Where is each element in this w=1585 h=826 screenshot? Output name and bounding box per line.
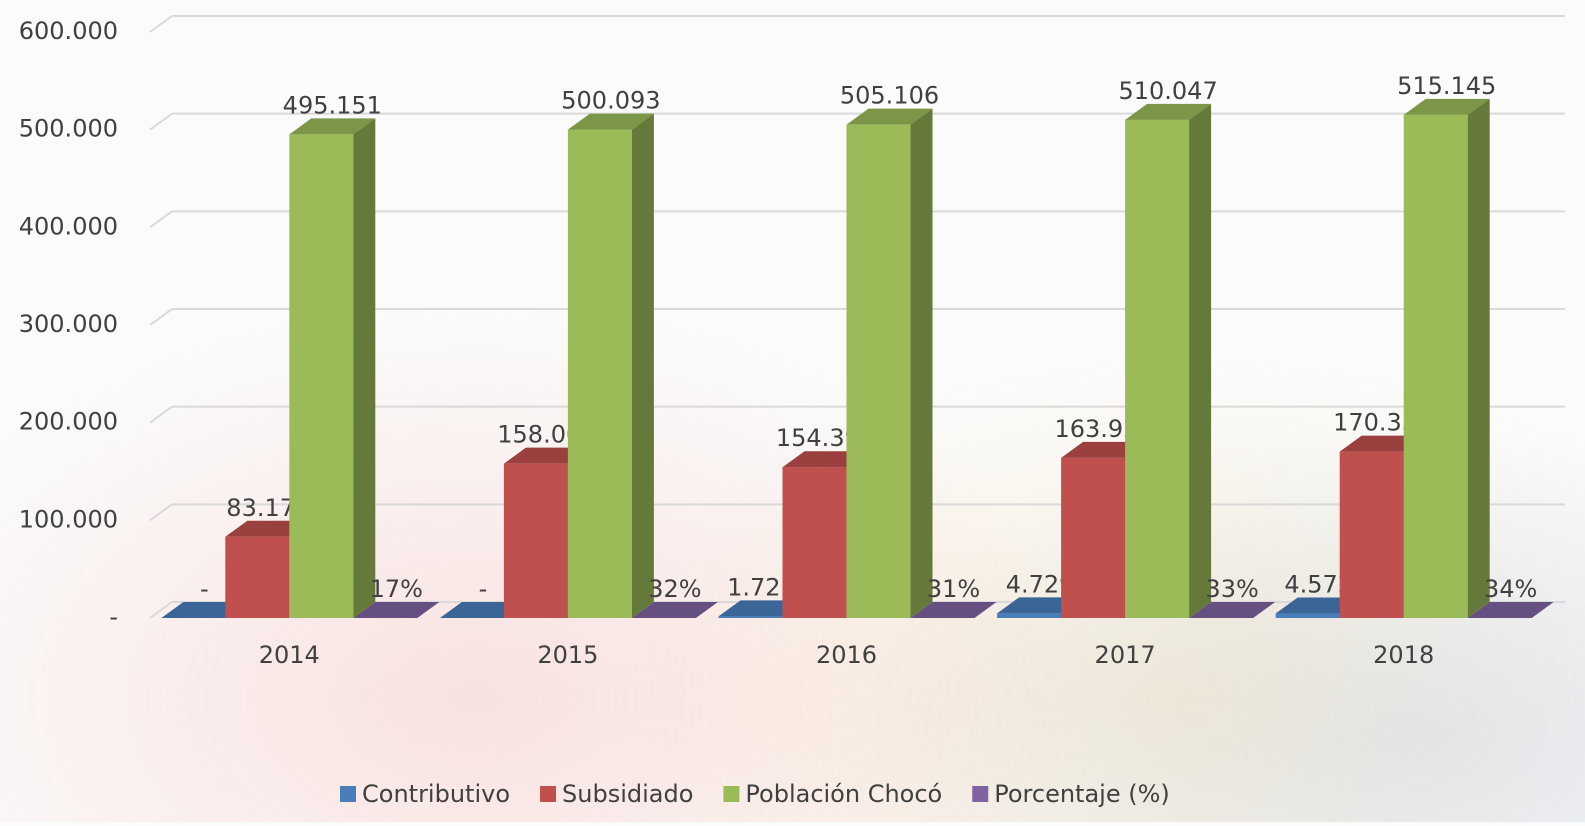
y-tick-label: 300.000 [19,310,118,338]
bar-front [289,134,353,618]
bar-front [783,467,847,618]
x-tick-label: 2017 [1095,641,1156,669]
bar-front [1340,452,1404,618]
x-tick-label: 2015 [537,641,598,669]
legend-swatch [723,786,739,802]
data-label: 515.145 [1397,72,1496,100]
bar-side [1189,104,1211,618]
y-tick-label: 600.000 [19,17,118,45]
y-tick-label: - [109,603,118,631]
grid-line [150,309,172,325]
data-label: - [200,575,209,603]
data-label: 495.151 [283,91,382,119]
bar-front [997,613,1061,618]
y-tick-label: 100.000 [19,505,118,533]
data-label: - [479,575,488,603]
data-label: 510.047 [1118,77,1217,105]
bar-side [632,114,654,618]
grid-line [150,16,172,32]
data-label: 31% [927,575,980,603]
y-tick-label: 200.000 [19,408,118,436]
bar-side [353,118,375,618]
legend-label: Población Chocó [745,780,942,808]
legend-label: Contributivo [362,780,510,808]
bar-front [1276,614,1340,618]
x-tick-label: 2014 [259,641,320,669]
bar-front [504,464,568,618]
bar-front [719,616,783,618]
x-tick-label: 2016 [816,641,877,669]
legend-label: Subsidiado [562,780,693,808]
bar-front [847,125,911,618]
legend-swatch [540,786,556,802]
bar-front [1404,115,1468,618]
data-label: 500.093 [561,87,660,115]
bar-front [1125,120,1189,618]
grid-line [150,504,172,520]
bar-side [1468,99,1490,618]
data-label: 505.106 [840,82,939,110]
grid-line [150,114,172,130]
grid-line [150,211,172,227]
legend-swatch [972,786,988,802]
bar-front [1061,458,1125,618]
bar-side [911,109,933,618]
legend-label: Porcentaje (%) [994,780,1170,808]
grid-line [150,407,172,423]
y-tick-label: 500.000 [19,115,118,143]
data-label: 34% [1484,575,1537,603]
y-tick-label: 400.000 [19,212,118,240]
data-label: 33% [1205,575,1258,603]
legend-swatch [340,786,356,802]
x-tick-label: 2018 [1373,641,1434,669]
bar-front [225,537,289,618]
data-label: 32% [648,575,701,603]
data-label: 17% [370,575,423,603]
bar-front [568,130,632,618]
